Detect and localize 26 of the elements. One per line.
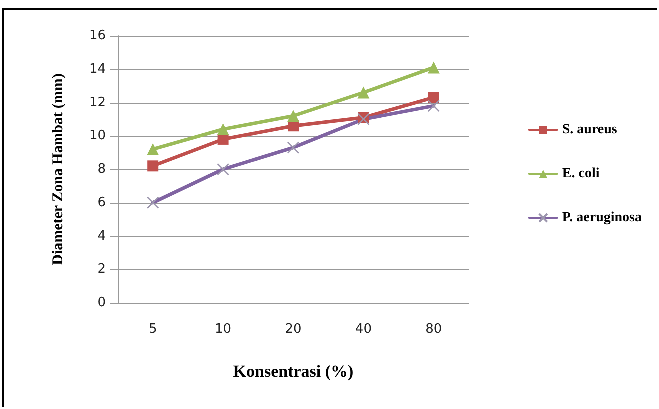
y-tick-label: 10 xyxy=(89,128,106,144)
legend-label: E. coli xyxy=(562,166,600,182)
y-tick-label: 4 xyxy=(98,228,106,244)
point xyxy=(428,62,440,74)
x-tick-label: 80 xyxy=(426,322,442,337)
x-axis-title: Konsentrasi (%) xyxy=(233,362,354,381)
y-tick-label: 2 xyxy=(98,262,106,278)
y-tick-label: 6 xyxy=(98,195,106,210)
y-tick-label: 12 xyxy=(89,95,106,110)
point xyxy=(288,110,300,122)
legend-label: P. aeruginosa xyxy=(562,210,642,226)
y-tick-label: 0 xyxy=(98,296,106,310)
legend-label: S. aureus xyxy=(562,122,618,138)
x-tick-label: 10 xyxy=(215,322,232,337)
point xyxy=(148,160,159,172)
point xyxy=(358,86,370,99)
x-tick-label: 20 xyxy=(285,322,302,337)
point xyxy=(428,92,440,104)
y-axis-title: Diameter Zona Hambat (mm) xyxy=(50,74,66,266)
y-tick-label: 8 xyxy=(98,162,106,177)
point xyxy=(147,143,160,156)
x-tick-label: 40 xyxy=(355,322,372,337)
x-tick-label: 5 xyxy=(148,322,158,337)
y-tick-label: 16 xyxy=(89,28,106,44)
point xyxy=(217,123,230,136)
y-tick-label: 14 xyxy=(89,62,106,77)
